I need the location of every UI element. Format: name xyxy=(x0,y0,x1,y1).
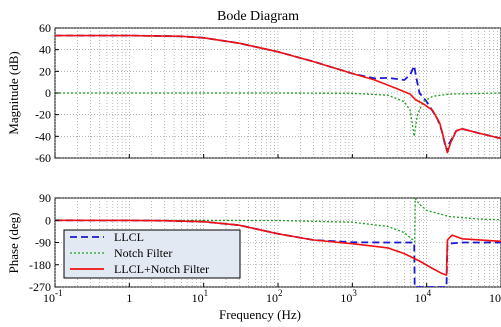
y-tick-label: 0 xyxy=(45,213,51,227)
x-tick-label: 10 xyxy=(192,291,204,305)
chart-title: Bode Diagram xyxy=(217,9,299,24)
series-line-llcl-notch-filter xyxy=(55,219,501,276)
x-tick-exponent: 4 xyxy=(427,288,432,298)
legend: LLCL Notch Filter LLCL+Notch Filter xyxy=(63,229,241,279)
x-tick-label: 1 xyxy=(126,291,132,305)
series-line-llcl xyxy=(55,34,501,153)
phase-series-lines xyxy=(55,198,501,287)
x-tick-label: 10 xyxy=(266,291,278,305)
legend-box xyxy=(63,229,241,279)
phase-y-axis-label: Phase (deg) xyxy=(6,212,21,273)
magnitude-y-tick-labels: 60 40 20 0 -20 -40 -60 xyxy=(35,21,59,165)
x-tick-exponent: 2 xyxy=(278,288,283,298)
phase-y-tick-labels: 90 0 -90 -180 -270 xyxy=(29,191,59,294)
y-tick-label: -20 xyxy=(35,108,51,122)
series-line-llcl-notch-filter xyxy=(55,34,501,154)
x-tick-labels: 10-11101102103104105 xyxy=(43,154,501,305)
x-tick-label: 10 xyxy=(489,291,501,305)
x-tick-exponent: 3 xyxy=(352,288,357,298)
y-tick-label: -180 xyxy=(29,258,51,272)
y-tick-label: 90 xyxy=(39,191,51,205)
y-tick-label: -90 xyxy=(35,236,51,250)
magnitude-y-axis-label: Magnitude (dB) xyxy=(6,51,21,134)
legend-label-combined: LLCL+Notch Filter xyxy=(114,262,209,276)
x-tick-label: 10 xyxy=(340,291,352,305)
y-tick-label: -40 xyxy=(35,129,51,143)
legend-label-notch: Notch Filter xyxy=(114,246,172,260)
series-line-notch-filter xyxy=(55,92,501,137)
x-axis-label: Frequency (Hz) xyxy=(219,307,301,322)
magnitude-series-lines xyxy=(55,34,501,154)
x-tick-label: 10 xyxy=(43,291,55,305)
legend-label-llcl: LLCL xyxy=(114,230,144,244)
magnitude-grid xyxy=(54,27,501,159)
y-tick-label: 60 xyxy=(39,21,51,35)
y-tick-label: 0 xyxy=(45,86,51,100)
x-tick-label: 10 xyxy=(415,291,427,305)
y-tick-label: 20 xyxy=(39,64,51,78)
y-tick-label: -270 xyxy=(29,280,51,294)
x-tick-exponent: -1 xyxy=(55,288,63,298)
y-tick-label: -60 xyxy=(35,151,51,165)
y-tick-label: 40 xyxy=(39,43,51,57)
x-tick-exponent: 1 xyxy=(204,288,209,298)
series-line-notch-filter xyxy=(55,198,501,243)
